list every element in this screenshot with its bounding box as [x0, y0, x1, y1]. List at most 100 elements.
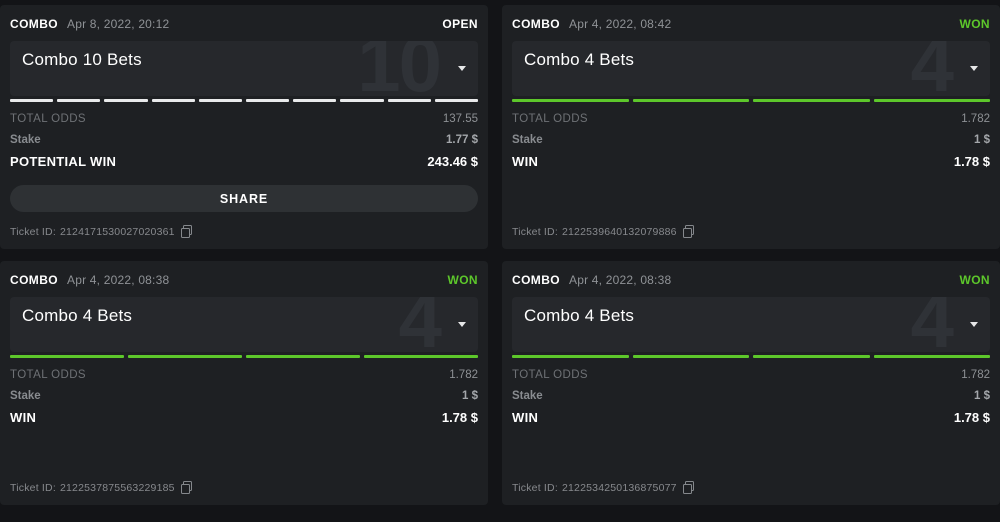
row-value: 243.46 $: [427, 154, 478, 169]
chevron-down-icon[interactable]: [458, 66, 466, 71]
copy-icon[interactable]: [682, 225, 695, 238]
bet-date: Apr 8, 2022, 20:12: [67, 17, 170, 31]
bet-count-watermark: 4: [910, 297, 954, 352]
bet-leg-segment: [293, 99, 337, 102]
chevron-down-icon[interactable]: [970, 322, 978, 327]
bet-leg-segment: [434, 99, 479, 102]
row-value: 1.782: [961, 369, 990, 381]
bet-leg-segment: [10, 99, 54, 102]
row-label: TOTAL ODDS: [10, 113, 86, 125]
stake-row: Stake 1 $: [10, 386, 478, 407]
row-label: WIN: [512, 154, 539, 169]
bet-card: COMBO Apr 4, 2022, 08:38 WON Combo 4 Bet…: [0, 261, 488, 505]
row-label: Stake: [10, 134, 41, 146]
bet-leg-segment: [246, 99, 290, 102]
row-label: Stake: [10, 390, 41, 402]
row-label: WIN: [10, 410, 37, 425]
row-value: 1.78 $: [953, 410, 990, 425]
row-label: TOTAL ODDS: [512, 113, 588, 125]
bet-type-label: COMBO: [512, 273, 560, 287]
total-odds-row: TOTAL ODDS 1.782: [512, 365, 990, 386]
bet-leg-segment: [340, 99, 384, 102]
win-row: WIN 1.78 $: [512, 407, 990, 428]
bet-leg-segment: [753, 355, 870, 358]
row-value: 1 $: [974, 134, 990, 146]
row-label: WIN: [512, 410, 539, 425]
ticket-id-value: 2122539640132079886: [561, 225, 677, 238]
row-value: 1 $: [974, 390, 990, 402]
bet-card-header: COMBO Apr 4, 2022, 08:38 WON: [10, 267, 478, 293]
bet-title: Combo 4 Bets: [22, 306, 133, 325]
ticket-id-row: Ticket ID: 2122534250136875077: [512, 481, 695, 494]
bet-summary-rows: TOTAL ODDS 1.782 Stake 1 $ WIN 1.78 $: [10, 365, 478, 428]
ticket-id-row: Ticket ID: 2124171530027020361: [10, 225, 193, 238]
row-value: 1 $: [462, 390, 478, 402]
potential-win-row: POTENTIAL WIN 243.46 $: [10, 151, 478, 172]
row-label: POTENTIAL WIN: [10, 154, 117, 169]
row-value: 1.782: [961, 113, 990, 125]
bet-date: Apr 4, 2022, 08:38: [569, 273, 672, 287]
bet-summary-rows: TOTAL ODDS 1.782 Stake 1 $ WIN 1.78 $: [512, 109, 990, 172]
bet-card-header: COMBO Apr 4, 2022, 08:42 WON: [512, 11, 990, 37]
status-badge: WON: [959, 273, 990, 287]
bet-leg-segment: [632, 99, 749, 102]
bet-count-watermark: 10: [357, 41, 442, 96]
chevron-down-icon[interactable]: [970, 66, 978, 71]
row-label: Stake: [512, 134, 543, 146]
bet-title-panel[interactable]: Combo 4 Bets 4: [512, 297, 990, 352]
ticket-id-label: Ticket ID:: [512, 481, 558, 494]
ticket-id-label: Ticket ID:: [512, 225, 558, 238]
bet-leg-segment: [128, 355, 242, 358]
bet-leg-segment: [512, 99, 629, 102]
bet-summary-rows: TOTAL ODDS 1.782 Stake 1 $ WIN 1.78 $: [512, 365, 990, 428]
bet-title-panel[interactable]: Combo 10 Bets 10: [10, 41, 478, 96]
row-value: 1.78 $: [953, 154, 990, 169]
share-button[interactable]: SHARE: [10, 185, 478, 212]
bet-date: Apr 4, 2022, 08:38: [67, 273, 170, 287]
bet-ticket-grid: COMBO Apr 8, 2022, 20:12 OPEN Combo 10 B…: [0, 5, 1000, 505]
ticket-id-row: Ticket ID: 2122539640132079886: [512, 225, 695, 238]
copy-icon[interactable]: [180, 481, 193, 494]
ticket-id-label: Ticket ID:: [10, 481, 56, 494]
row-value: 1.77 $: [446, 134, 478, 146]
win-row: WIN 1.78 $: [10, 407, 478, 428]
bet-title: Combo 4 Bets: [524, 50, 635, 69]
bet-type-label: COMBO: [10, 273, 58, 287]
stake-row: Stake 1 $: [512, 386, 990, 407]
bet-summary-rows: TOTAL ODDS 137.55 Stake 1.77 $ POTENTIAL WIN…: [10, 109, 478, 172]
bet-count-watermark: 4: [910, 41, 954, 96]
bet-leg-segment: [512, 355, 629, 358]
copy-icon[interactable]: [682, 481, 695, 494]
bet-leg-segments: [512, 99, 990, 102]
row-label: Stake: [512, 390, 543, 402]
row-value: 1.782: [449, 369, 478, 381]
status-badge: OPEN: [442, 17, 478, 31]
bet-leg-segment: [387, 99, 431, 102]
bet-type-label: COMBO: [512, 17, 560, 31]
status-badge: WON: [959, 17, 990, 31]
chevron-down-icon[interactable]: [458, 322, 466, 327]
bet-leg-segment: [632, 355, 749, 358]
bet-title-panel[interactable]: Combo 4 Bets 4: [512, 41, 990, 96]
total-odds-row: TOTAL ODDS 1.782: [10, 365, 478, 386]
bet-title-panel[interactable]: Combo 4 Bets 4: [10, 297, 478, 352]
bet-title: Combo 10 Bets: [22, 50, 142, 69]
ticket-id-row: Ticket ID: 2122537875563229185: [10, 481, 193, 494]
bet-leg-segment: [873, 355, 990, 358]
win-row: WIN 1.78 $: [512, 151, 990, 172]
ticket-id-value: 2124171530027020361: [59, 225, 175, 238]
ticket-id-value: 2122534250136875077: [561, 481, 677, 494]
bet-date: Apr 4, 2022, 08:42: [569, 17, 672, 31]
row-value: 1.78 $: [441, 410, 478, 425]
bet-leg-segment: [151, 99, 195, 102]
bet-leg-segments: [10, 355, 478, 358]
bet-leg-segment: [57, 99, 101, 102]
bet-type-label: COMBO: [10, 17, 58, 31]
bet-card: COMBO Apr 4, 2022, 08:42 WON Combo 4 Bet…: [502, 5, 1000, 249]
copy-icon[interactable]: [180, 225, 193, 238]
status-badge: WON: [447, 273, 478, 287]
total-odds-row: TOTAL ODDS 1.782: [512, 109, 990, 130]
bet-leg-segment: [364, 355, 478, 358]
bet-leg-segment: [198, 99, 243, 102]
stake-row: Stake 1 $: [512, 130, 990, 151]
